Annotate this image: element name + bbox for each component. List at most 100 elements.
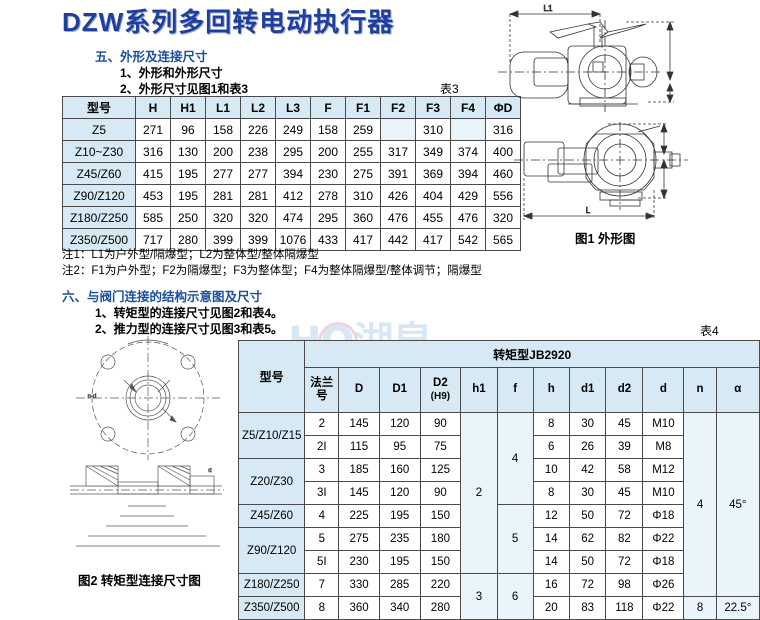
table4-header-cell: f	[496, 367, 534, 413]
table4-alpha-cell: 45°	[715, 412, 760, 597]
table3-note-1: 注1：L1为户外型/隔爆型；L2为整体型/整体隔爆型	[62, 249, 319, 261]
table4-value-cell: 39	[605, 435, 644, 459]
table4-value-cell: Φ22	[642, 527, 685, 551]
d2-line-2: (H9)	[430, 391, 451, 402]
table3-header-cell: H	[135, 96, 171, 119]
table3-value-cell: 320	[485, 206, 521, 229]
table4-header-cell: α	[715, 367, 760, 413]
table4-value-cell: 125	[419, 458, 462, 482]
table4-value-cell: 12	[532, 504, 570, 528]
table4-header-cell: n	[683, 367, 717, 413]
table3-value-cell: 415	[135, 162, 171, 185]
table3-value-cell: 417	[345, 228, 381, 251]
table4-header-d2: D2 (H9)	[419, 367, 462, 413]
table4-value-cell: 62	[568, 527, 607, 551]
table3-value-cell: 474	[275, 206, 311, 229]
table4-value-cell: 185	[338, 458, 380, 482]
figure-2-caption: 图2 转矩型连接尺寸图	[78, 574, 201, 588]
table4-value-cell: 98	[605, 573, 644, 597]
flange-line-2: 号	[316, 390, 328, 402]
table4-value-cell: 72	[568, 573, 607, 597]
table3-value-cell: 271	[135, 118, 171, 141]
table3-value-cell: 429	[450, 184, 486, 207]
table4-value-cell: 7	[304, 573, 340, 597]
table3-value-cell: 542	[450, 228, 486, 251]
table4-value-cell: M10	[642, 481, 685, 505]
table-row: 5I 230 195 150 14 50 72 Φ18	[239, 550, 760, 574]
table-row: Z180/Z250 7 330 285 220 3 6 16 72 98 Φ26	[237, 573, 760, 620]
table4-value-cell: 3	[304, 458, 340, 482]
table4-value-cell: 120	[378, 412, 421, 436]
table-row: 2I 115 95 75 6 26 39 M8	[239, 435, 760, 459]
table4-value-cell: 145	[338, 481, 380, 505]
table3-model-cell: Z10~Z30	[62, 140, 136, 163]
table4-value-cell: 2	[304, 412, 340, 436]
table3-value-cell: 320	[205, 206, 241, 229]
table3-value-cell: 317	[380, 140, 416, 163]
table4-value-cell: 150	[419, 550, 462, 574]
table4-model-cell: Z180/Z250	[237, 573, 306, 597]
table3-header-cell: L1	[205, 96, 241, 119]
table4-model-cell: Z20/Z30	[237, 458, 306, 505]
table3-header-cell: F4	[450, 96, 486, 119]
table3-value-cell: 374	[450, 140, 486, 163]
figure-1-caption: 图1 外形图	[575, 232, 636, 246]
table4-value-cell: 4	[304, 504, 340, 528]
table3-value-cell: 556	[485, 184, 521, 207]
table-row: Z90/Z120 453 195 281 281 412 278 310 426 404 429 55…	[62, 184, 521, 207]
table3-value-cell: 280	[170, 228, 206, 251]
table4-value-cell: 8	[304, 596, 340, 620]
table4-value-cell: Φ22	[642, 596, 685, 620]
table4-value-cell: 220	[419, 573, 462, 597]
table3-value-cell: 200	[310, 140, 346, 163]
table4-model-cell: Z5/Z10/Z15	[237, 412, 306, 459]
figure1-dim-l1: L1	[544, 4, 553, 13]
table4-header-cell: d	[642, 367, 685, 413]
table3-value-cell: 316	[135, 140, 171, 163]
table-row: Z90/Z120 5 275 235 180 14 62 82 Φ22	[237, 527, 760, 574]
table4-n-cell: 8	[683, 596, 717, 620]
table3-value-cell: 250	[170, 206, 206, 229]
figure2-plan-label: n-d	[88, 394, 97, 400]
table4-alpha-cell: 22.5°	[715, 596, 760, 620]
table3-model-cell: Z45/Z60	[62, 162, 136, 185]
table-row: Z180/Z250 585 250 320 320 474 295 360 476 455 476 3…	[62, 206, 521, 229]
d2-line-1: D2	[433, 376, 448, 389]
table3-model-cell: Z90/Z120	[62, 184, 136, 207]
table4-value-cell: 50	[568, 550, 607, 574]
table3-header-cell: F1	[345, 96, 381, 119]
table3-header-cell: L3	[275, 96, 311, 119]
table3-value-cell: 585	[135, 206, 171, 229]
table3-value-cell: 158	[205, 118, 241, 141]
table4-f-cell: 5	[496, 504, 534, 574]
table3-value-cell: 278	[310, 184, 346, 207]
table3-header-cell: F2	[380, 96, 416, 119]
table3-model-cell: Z5	[62, 118, 136, 141]
table3-value-cell: 369	[415, 162, 451, 185]
table4-header-cell: h1	[460, 367, 498, 413]
table4-value-cell: 2I	[304, 435, 340, 459]
table4-header-cell: h	[532, 367, 570, 413]
table3-value-cell: 295	[310, 206, 346, 229]
table3-value-cell: 320	[240, 206, 276, 229]
table3-value-cell: 391	[380, 162, 416, 185]
table4-value-cell: 285	[378, 573, 421, 597]
table3-header-cell: ΦD	[485, 96, 521, 119]
table4-value-cell: 330	[338, 573, 380, 597]
table3-value-cell: 394	[450, 162, 486, 185]
table3-value-cell: 400	[485, 140, 521, 163]
table-row: Z20/Z30 3 185 160 125 10 42 58 M12	[237, 458, 760, 505]
dimensions-table-3: 型号 H H1 L1 L2 L3 F F1 F2 F3 F4 ΦD Z5 271 9…	[62, 96, 521, 251]
table4-value-cell: Φ18	[642, 504, 685, 528]
table3-value-cell: 399	[240, 228, 276, 251]
table4-value-cell: 195	[378, 504, 421, 528]
table4-model-cell: Z45/Z60	[237, 504, 306, 528]
table4-value-cell: 160	[378, 458, 421, 482]
table4-value-cell: 5	[304, 527, 340, 551]
table3-value-cell: 277	[205, 162, 241, 185]
table3-value-cell: 412	[275, 184, 311, 207]
table4-header-cell: D	[338, 367, 380, 413]
section-6-item-2: 2、推力型的连接尺寸见图3和表5。	[95, 322, 284, 336]
table4-value-cell: M12	[642, 458, 685, 482]
table3-header-cell: F	[310, 96, 346, 119]
